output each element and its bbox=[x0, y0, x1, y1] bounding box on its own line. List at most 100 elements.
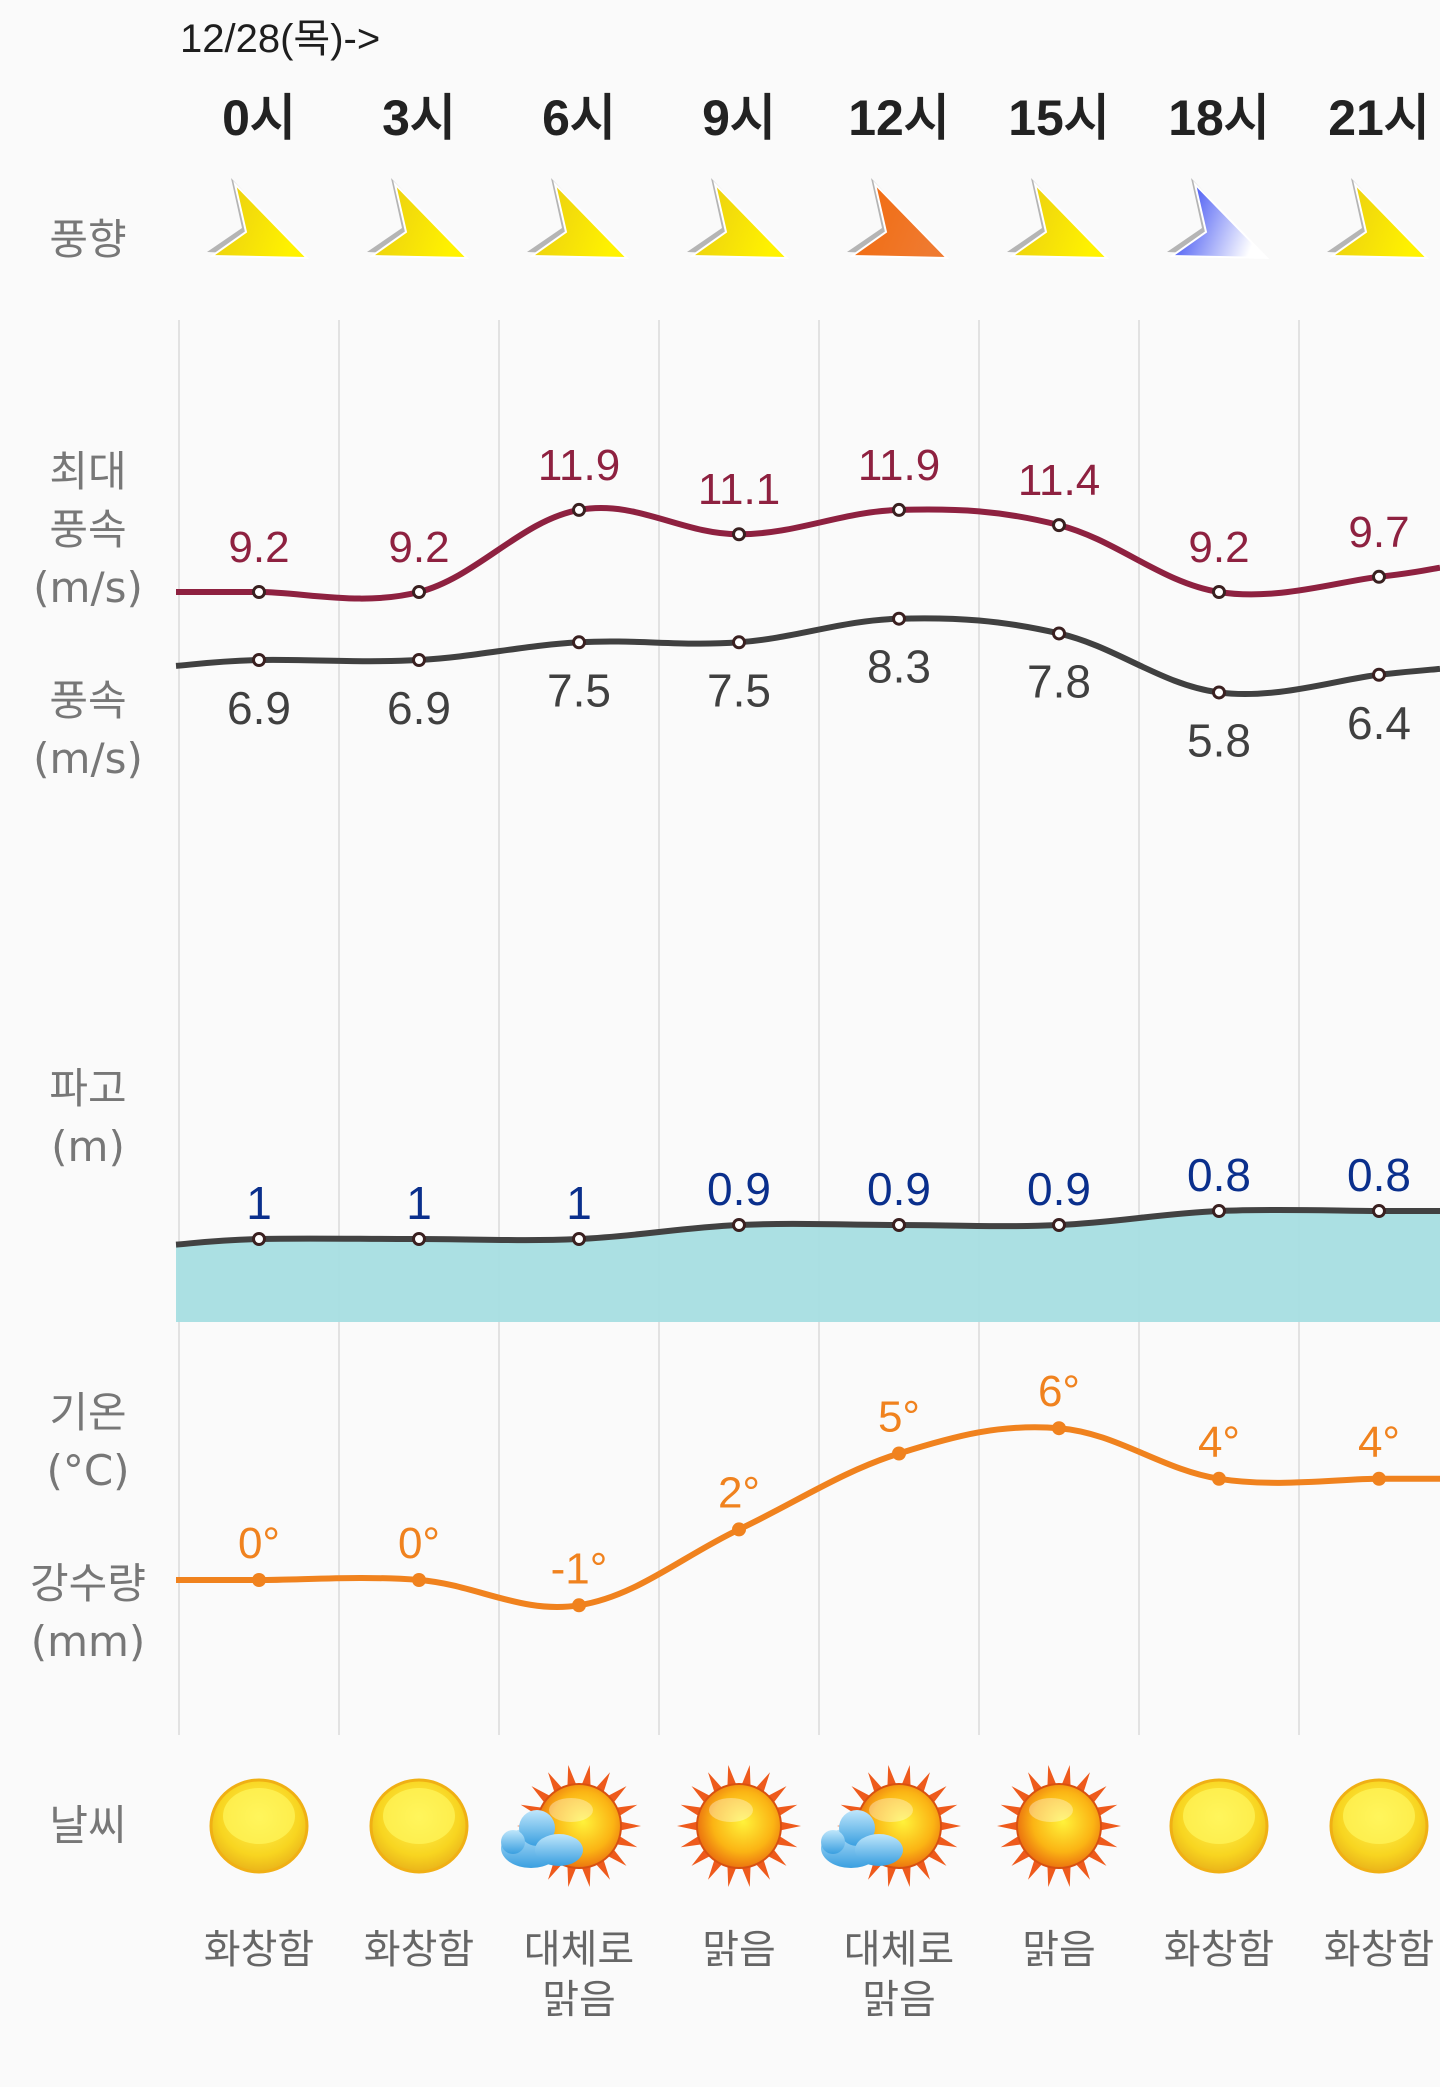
max-wind-point bbox=[252, 585, 266, 599]
wind-speed-series: 6.9 6.9 7.5 7.5 8.3 7.8 5.8 6.4 bbox=[175, 611, 1440, 766]
weather-label-line: 맑음 bbox=[702, 1927, 776, 1973]
temperature-point bbox=[1212, 1471, 1226, 1486]
weather-label: 화창함 bbox=[339, 1925, 499, 1975]
wave-height-point bbox=[1212, 1204, 1226, 1218]
temperature-point bbox=[572, 1598, 586, 1613]
row-label-line: 풍속 bbox=[49, 676, 127, 725]
wave-height-point bbox=[572, 1232, 586, 1246]
row-label-wind-speed: 풍속 (m/s) bbox=[0, 672, 176, 788]
wave-height-point bbox=[252, 1232, 266, 1246]
row-label-line: (mm) bbox=[30, 1617, 146, 1666]
wind-arrow-icon bbox=[847, 178, 950, 260]
sun-rays-icon bbox=[997, 1764, 1121, 1888]
wind-speed-point bbox=[252, 653, 266, 667]
wind-speed-point bbox=[892, 611, 906, 626]
max-wind-value-label: 9.7 bbox=[1348, 508, 1409, 557]
date-label: 12/28(목)-> bbox=[180, 17, 381, 61]
temperature-point bbox=[412, 1573, 426, 1587]
wave-height-point bbox=[892, 1218, 906, 1232]
wind-arrow-icon bbox=[367, 178, 470, 260]
wind-speed-point bbox=[1372, 667, 1386, 682]
max-wind-value-label: 9.2 bbox=[1188, 523, 1249, 572]
wind-speed-value-label: 8.3 bbox=[867, 641, 931, 693]
max-wind-value-label: 11.9 bbox=[538, 441, 620, 490]
row-label-line: (m/s) bbox=[33, 563, 143, 612]
wave-height-value-label: 0.8 bbox=[1187, 1149, 1251, 1201]
wind-speed-value-label: 6.9 bbox=[387, 682, 451, 734]
hour-label: 0시 bbox=[222, 90, 296, 146]
weather-label-line: 화창함 bbox=[363, 1927, 475, 1973]
wave-height-series: 1 1 1 0.9 0.9 0.9 0.8 0.8 bbox=[175, 1149, 1440, 1322]
row-label-temperature: 기온 (°C) bbox=[0, 1384, 176, 1500]
cloud-icon bbox=[821, 1810, 903, 1868]
wind-direction-row bbox=[207, 178, 1430, 260]
wave-height-value-label: 1 bbox=[566, 1177, 592, 1229]
row-label-line: 기온 bbox=[49, 1388, 127, 1437]
wind-arrow-icon bbox=[527, 178, 630, 260]
max-wind-series: 9.2 9.2 11.9 11.1 11.9 11.4 9.2 9.7 bbox=[176, 441, 1440, 602]
temperature-value-label: 0° bbox=[398, 1519, 440, 1568]
wind-speed-value-label: 6.9 bbox=[227, 682, 291, 734]
hour-label: 21시 bbox=[1328, 90, 1430, 146]
wind-speed-point bbox=[572, 635, 586, 650]
temperature-series: 0° 0° -1° 2° 5° 6° 4° 4° bbox=[175, 1367, 1440, 1613]
wind-arrow-icon bbox=[207, 178, 310, 260]
wind-speed-point bbox=[732, 635, 746, 650]
row-label-line: 파고 bbox=[49, 1064, 127, 1113]
temperature-value-label: 0° bbox=[238, 1519, 280, 1568]
temperature-point bbox=[892, 1446, 906, 1461]
wind-arrow-icon bbox=[1007, 178, 1110, 260]
temperature-value-label: 5° bbox=[878, 1393, 920, 1442]
max-wind-value-label: 11.1 bbox=[698, 465, 780, 514]
temperature-value-label: 4° bbox=[1358, 1418, 1400, 1467]
hour-label: 6시 bbox=[542, 90, 616, 146]
sun-disc-icon bbox=[1329, 1778, 1429, 1874]
row-label-precipitation: 강수량 (mm) bbox=[0, 1555, 176, 1671]
wind-arrow-icon bbox=[1167, 178, 1270, 260]
wave-height-value-label: 0.9 bbox=[867, 1163, 931, 1215]
wave-height-point bbox=[412, 1232, 426, 1246]
wind-speed-value-label: 7.8 bbox=[1027, 655, 1091, 707]
temperature-point bbox=[252, 1573, 266, 1587]
row-label-max-wind: 최대 풍속 (m/s) bbox=[0, 443, 176, 617]
max-wind-point bbox=[1052, 518, 1066, 533]
row-label-line: 풍속 bbox=[49, 505, 127, 554]
wind-speed-point bbox=[1052, 626, 1066, 641]
wave-height-value-label: 0.9 bbox=[1027, 1163, 1091, 1215]
wave-height-area bbox=[176, 1209, 1440, 1322]
wind-speed-point bbox=[412, 653, 426, 667]
weather-label-line: 대체로 bbox=[843, 1927, 955, 1973]
wave-height-line bbox=[175, 1206, 1440, 1248]
max-wind-point bbox=[732, 527, 746, 542]
weather-label-line: 화창함 bbox=[1163, 1927, 1275, 1973]
wind-speed-value-label: 6.4 bbox=[1347, 697, 1411, 749]
row-label-line: (m) bbox=[51, 1122, 125, 1171]
wind-speed-value-label: 5.8 bbox=[1187, 714, 1251, 766]
max-wind-point bbox=[1372, 569, 1386, 584]
row-label-line: (m/s) bbox=[33, 734, 143, 783]
sun-disc-icon bbox=[209, 1778, 309, 1874]
wave-height-value-label: 0.9 bbox=[707, 1163, 771, 1215]
weather-label-line: 대체로 bbox=[523, 1927, 635, 1973]
temperature-point bbox=[1052, 1421, 1066, 1436]
wind-arrow-icon bbox=[687, 178, 790, 260]
sun-cloud-icon bbox=[821, 1764, 961, 1888]
wave-height-value-label: 1 bbox=[246, 1177, 272, 1229]
weather-label-line: 화창함 bbox=[203, 1927, 315, 1973]
max-wind-value-label: 9.2 bbox=[228, 523, 289, 572]
sun-cloud-icon bbox=[501, 1764, 641, 1888]
max-wind-value-label: 11.4 bbox=[1018, 456, 1100, 505]
wave-height-point bbox=[1372, 1204, 1386, 1218]
chart-series: 9.2 9.2 11.9 11.1 11.9 11.4 9.2 9.7 6.9 6.9 7.5 7.5… bbox=[175, 441, 1440, 1613]
wave-height-point bbox=[732, 1218, 746, 1232]
max-wind-point bbox=[572, 502, 586, 517]
weather-label: 대체로 맑음 bbox=[499, 1925, 659, 2025]
hour-label: 9시 bbox=[702, 90, 776, 146]
temperature-point bbox=[732, 1522, 746, 1537]
column-gridlines bbox=[178, 320, 1300, 1735]
temperature-value-label: 2° bbox=[718, 1468, 760, 1517]
weather-label: 맑음 bbox=[659, 1925, 819, 1975]
row-label-wind-direction: 풍향 bbox=[49, 215, 127, 264]
wind-speed-value-label: 7.5 bbox=[707, 664, 771, 716]
